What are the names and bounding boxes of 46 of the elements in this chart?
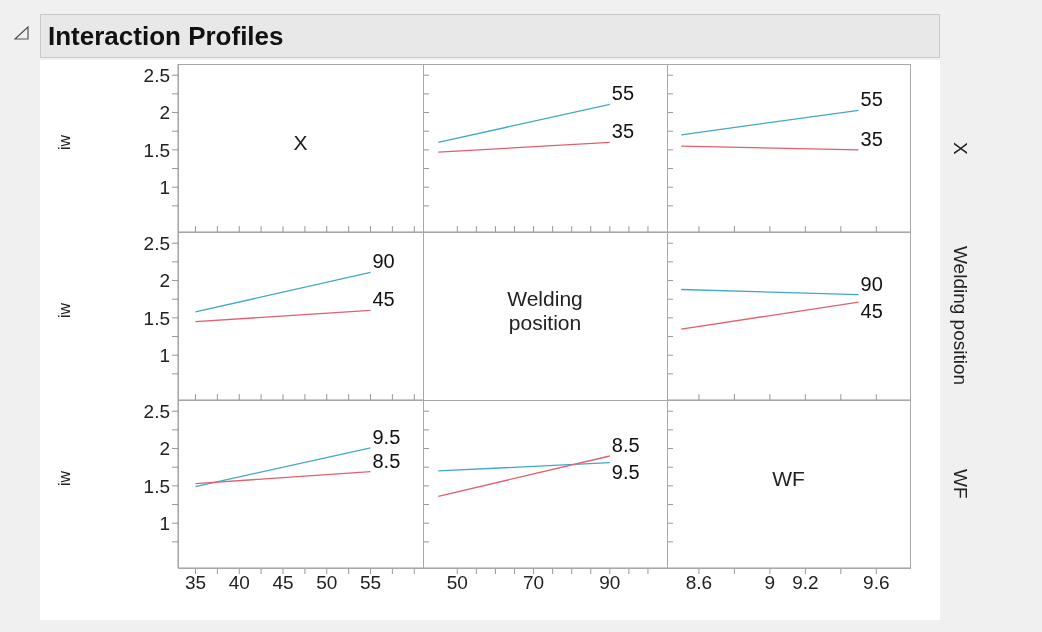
annotation: X: [292, 131, 309, 155]
annotation: WF: [771, 467, 806, 491]
x-tick-label: 45: [272, 572, 294, 594]
series-label: 90: [860, 272, 883, 295]
y-tick-label: 1.5: [143, 139, 170, 161]
x-tick-label: 50: [316, 572, 338, 594]
series-label: 9.5: [611, 460, 640, 483]
series-label: 35: [860, 127, 883, 150]
x-tick-label: 35: [184, 572, 207, 594]
x-tick-label: 70: [522, 572, 545, 594]
x-tick-label: 9: [764, 572, 776, 594]
series-label: 45: [372, 288, 395, 311]
series-label: 55: [860, 88, 883, 111]
series-label: 9.5: [372, 425, 401, 448]
x-tick-label: 40: [228, 572, 250, 594]
x-tick-label: 9.2: [792, 572, 819, 594]
chart-title: Interaction Profiles: [48, 21, 284, 52]
x-tick-label: 50: [446, 572, 468, 594]
y-tick-label: 2: [159, 438, 170, 460]
y-tick-label: 2: [159, 270, 170, 292]
x-tick-label: 55: [359, 572, 382, 594]
y-tick-label: 2.5: [143, 64, 170, 86]
series-label: 35: [611, 120, 635, 143]
series-label: 8.5: [372, 449, 401, 472]
series-label: 90: [372, 250, 395, 273]
text: Welding position: [506, 287, 584, 335]
y-tick-label: 1: [159, 512, 170, 534]
y2-axis-title: Welding position: [949, 246, 971, 386]
x-tick-label: 90: [599, 572, 621, 594]
y-axis-title: iw: [56, 471, 74, 487]
series-label: 45: [860, 300, 883, 323]
x-tick-label: 9.6: [863, 572, 890, 594]
y-tick-label: 1: [159, 344, 170, 366]
y-tick-label: 2.5: [143, 232, 170, 254]
y2-axis-title: WF: [949, 469, 971, 499]
series-label: 8.5: [611, 434, 640, 456]
y-tick-label: 2: [159, 102, 170, 124]
y-tick-label: 1: [159, 176, 170, 198]
y-axis-title: iw: [56, 135, 74, 151]
y-tick-label: 1.5: [143, 307, 170, 329]
y-tick-label: 1.5: [143, 475, 170, 497]
y-tick-label: 2.5: [143, 400, 170, 422]
y2-axis-title: X: [949, 141, 971, 155]
x-tick-label: 8.6: [685, 572, 713, 594]
y-axis-title: iw: [56, 303, 74, 319]
series-label: 55: [611, 82, 635, 105]
